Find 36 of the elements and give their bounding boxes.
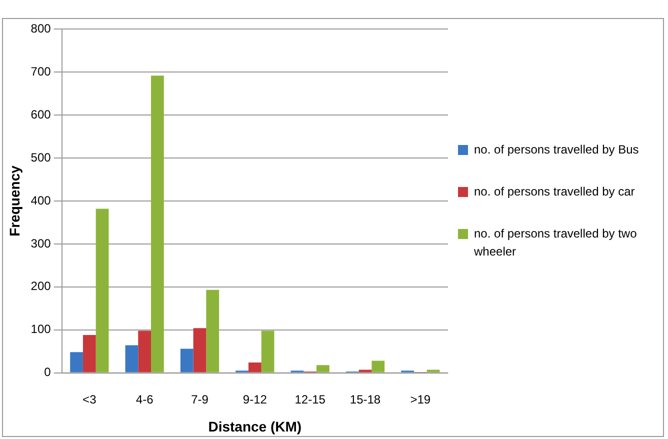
bar — [180, 348, 194, 372]
y-tick-label: 300 — [30, 236, 52, 250]
y-axis-title: Frequency — [6, 165, 22, 236]
bar — [96, 208, 109, 372]
bar — [193, 328, 206, 372]
bar — [82, 335, 96, 372]
legend-label: no. of persons travelled by Bus — [474, 142, 639, 156]
bar — [70, 352, 83, 372]
bar — [125, 345, 138, 372]
x-tick-label: 9-12 — [242, 392, 268, 406]
bar — [358, 370, 372, 372]
bar — [261, 330, 274, 372]
bar — [248, 362, 262, 372]
y-tick-label: 400 — [30, 193, 52, 208]
x-tick-label: >19 — [410, 392, 431, 406]
legend-label: no. of persons travelled by two wheeler — [473, 226, 638, 258]
x-axis-title: Distance (KM) — [208, 418, 302, 434]
y-tick-label: 100 — [30, 322, 52, 336]
legend-label: no. of persons travelled by car — [474, 184, 635, 198]
bar — [372, 360, 385, 372]
x-tick-label: 15-18 — [350, 392, 381, 406]
y-tick-label: 0 — [44, 365, 52, 380]
bar — [426, 370, 440, 372]
y-tick-label: 800 — [30, 22, 52, 36]
x-tick-label: 4-6 — [136, 392, 154, 406]
bar — [138, 330, 152, 372]
bar — [316, 365, 330, 372]
x-tick-label: <3 — [82, 392, 97, 406]
bar — [206, 290, 220, 372]
bar — [151, 76, 164, 372]
x-tick-label: 12-15 — [294, 392, 326, 406]
y-tick-label: 500 — [30, 150, 52, 164]
x-tick-label: 7-9 — [191, 392, 209, 406]
y-tick-label: 600 — [30, 107, 52, 122]
y-tick-label: 700 — [30, 64, 52, 78]
y-tick-label: 200 — [30, 279, 52, 294]
